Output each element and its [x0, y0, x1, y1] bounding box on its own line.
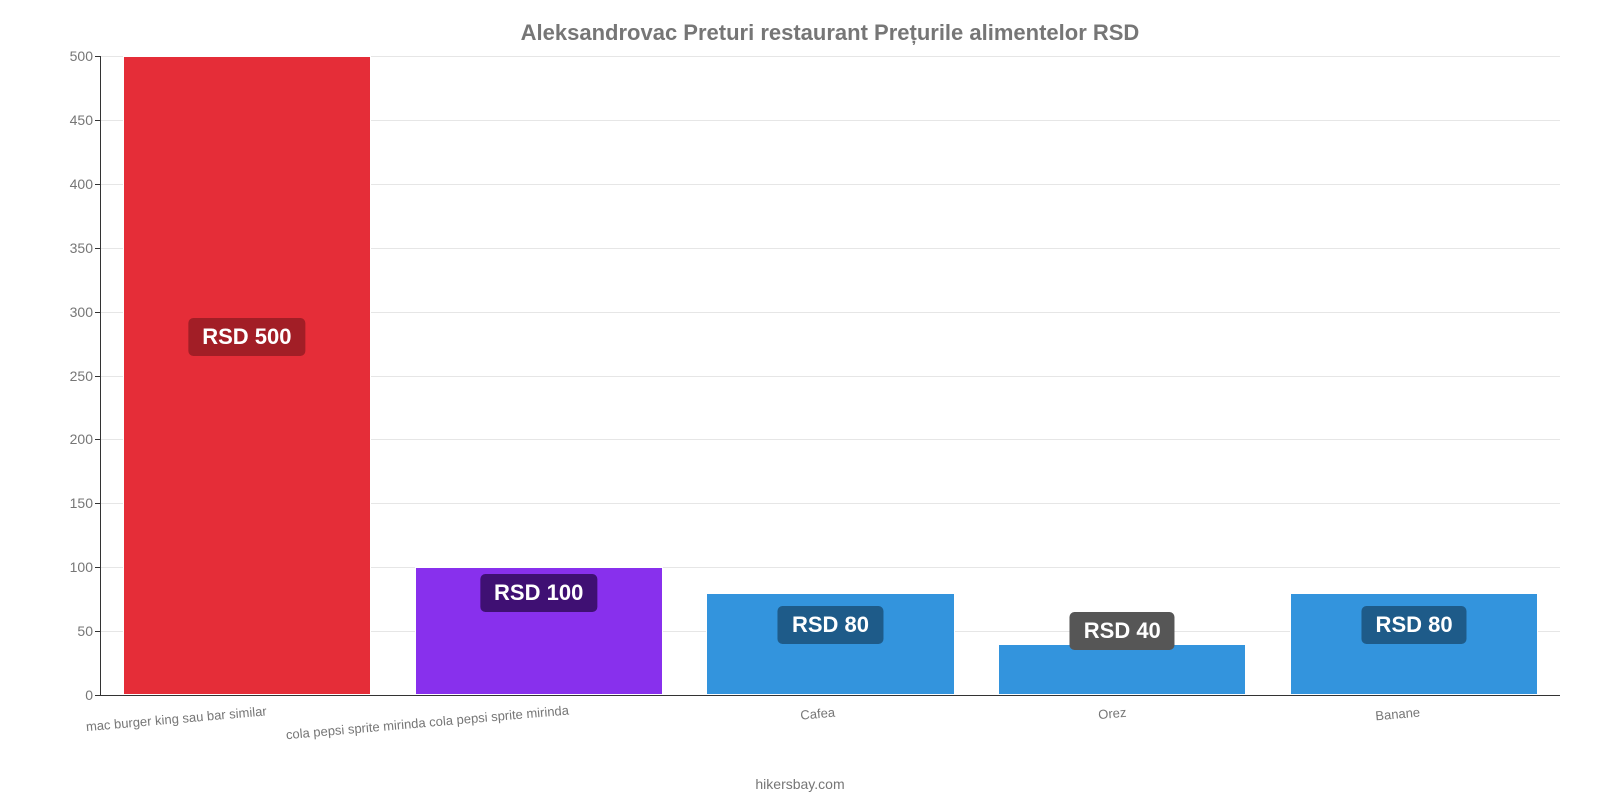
bar-slot: RSD 40Orez: [976, 56, 1268, 695]
xtick-label: cola pepsi sprite mirinda cola pepsi spr…: [284, 693, 569, 743]
bar-value-label: RSD 100: [480, 574, 597, 612]
xtick-label: Orez: [1097, 695, 1127, 722]
chart-container: Aleksandrovac Preturi restaurant Prețuri…: [0, 0, 1600, 800]
bar: [123, 56, 371, 695]
bar: [998, 644, 1246, 695]
bars-group: RSD 500mac burger king sau bar similarRS…: [101, 56, 1560, 695]
bar-slot: RSD 80Banane: [1268, 56, 1560, 695]
ytick-mark: [95, 695, 101, 696]
credit-text: hikersbay.com: [755, 776, 844, 792]
bar-value-label: RSD 500: [188, 318, 305, 356]
bar-value-label: RSD 40: [1070, 612, 1175, 650]
chart-title: Aleksandrovac Preturi restaurant Prețuri…: [100, 20, 1560, 46]
xtick-label: mac burger king sau bar similar: [84, 693, 267, 734]
plot-area: RSD 500mac burger king sau bar similarRS…: [100, 56, 1560, 696]
bar-slot: RSD 80Cafea: [685, 56, 977, 695]
xtick-label: Cafea: [799, 695, 836, 723]
bar-value-label: RSD 80: [1362, 606, 1467, 644]
bar-value-label: RSD 80: [778, 606, 883, 644]
bar-slot: RSD 100cola pepsi sprite mirinda cola pe…: [393, 56, 685, 695]
bar-slot: RSD 500mac burger king sau bar similar: [101, 56, 393, 695]
xtick-label: Banane: [1374, 695, 1421, 724]
